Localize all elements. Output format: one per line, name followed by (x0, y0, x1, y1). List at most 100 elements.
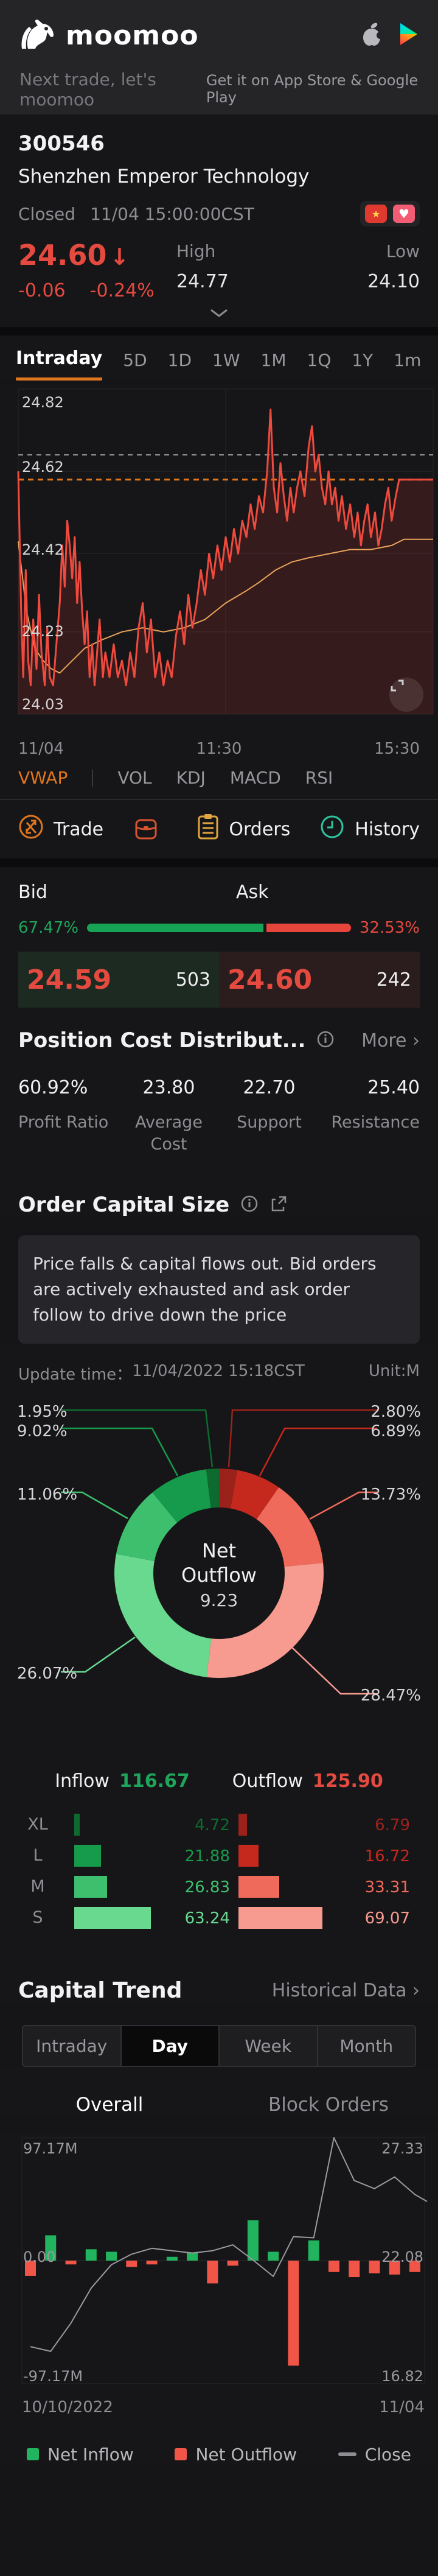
indicator-vol[interactable]: VOL (117, 768, 152, 788)
size-label: M (30, 1877, 45, 1897)
orders-button[interactable]: Orders (197, 813, 290, 845)
svg-text:Net: Net (202, 1539, 236, 1562)
inflow-bar (74, 1844, 101, 1867)
outflow-bar (238, 1906, 322, 1929)
bid-price: 24.59 (27, 964, 112, 995)
net-outflow-swatch (175, 2448, 187, 2461)
ask-volume: 242 (376, 969, 411, 991)
capital-trend-chart[interactable]: 97.17M 27.33 0.00 22.08 -97.17M 16.82 (0, 2131, 438, 2395)
trend-tab-month[interactable]: Month (339, 2035, 394, 2056)
tab-1w[interactable]: 1W (212, 349, 240, 370)
capital-trend-title: Capital Trend (18, 1978, 182, 2003)
x-label-open: 11/04 (18, 740, 64, 758)
indicator-kdj[interactable]: KDJ (176, 768, 206, 788)
historical-data-link[interactable]: Historical Data › (271, 1979, 420, 2001)
tab-5d[interactable]: 5D (123, 349, 147, 370)
tab-1min[interactable]: 1m (394, 349, 422, 370)
inflow-bar (74, 1813, 80, 1836)
outflow-bar (238, 1875, 279, 1898)
low-label: Low (386, 241, 420, 261)
expand-quote-chevron[interactable] (18, 301, 420, 323)
trade-button[interactable]: Trade (18, 814, 134, 844)
tab-intraday[interactable]: Intraday (16, 348, 103, 381)
inflow-label: Inflow (55, 1770, 109, 1792)
outflow-value: 69.07 (364, 1909, 410, 1928)
intraday-chart[interactable]: 24.820.64% 24.62-0.15% 24.42-0.95% 24.23… (0, 384, 438, 737)
bid-header: Bid (18, 882, 47, 903)
donut-label-13-73: 13.73% (360, 1485, 421, 1504)
trend-period-tabs: Intraday Day Week Month (22, 2024, 416, 2067)
app-banner: moomoo (0, 0, 438, 114)
trend-x-axis: 10/10/2022 11/04 (0, 2394, 438, 2416)
donut-label-11-06: 11.06% (17, 1485, 78, 1504)
fullscreen-chart-button[interactable] (389, 678, 423, 712)
order-size-row: M 26.83 33.31 (18, 1875, 420, 1898)
share-icon[interactable] (269, 1195, 288, 1215)
google-play-icon[interactable] (399, 23, 419, 47)
stock-code: 300546 (18, 132, 105, 156)
outflow-value: 33.31 (364, 1878, 410, 1897)
outflow-bar (238, 1844, 259, 1867)
ask-ratio-pct: 32.53% (359, 919, 420, 937)
indicator-tabs: VWAP VOL KDJ MACD RSI (0, 758, 438, 799)
tab-1m-month[interactable]: 1M (260, 349, 287, 370)
moomoo-logo[interactable]: moomoo (19, 18, 199, 52)
briefcase-icon[interactable] (134, 815, 158, 843)
indicator-rsi[interactable]: RSI (305, 768, 333, 788)
position-cost-info-icon[interactable] (316, 1030, 335, 1051)
bid-ask-ratio-bar (87, 924, 351, 932)
x-label-close: 15:30 (374, 740, 420, 758)
indicator-vwap[interactable]: VWAP (18, 768, 68, 788)
y-price-label: 24.42 (22, 541, 64, 558)
trend-tab-day[interactable]: Day (121, 2026, 220, 2066)
subtab-block-orders[interactable]: Block Orders (268, 2093, 389, 2116)
history-clock-icon (319, 814, 345, 844)
inflow-value: 26.83 (184, 1878, 230, 1897)
update-time-label: Update time： (18, 1365, 133, 1384)
outflow-bar (238, 1813, 247, 1836)
resistance-value: 25.40 (367, 1077, 420, 1098)
ask-quote-block[interactable]: 24.60 242 (219, 952, 420, 1008)
position-cost-more-link[interactable]: More › (361, 1030, 420, 1051)
donut-label-6-89: 6.89% (370, 1422, 421, 1441)
price-down-arrow-icon: ↓ (109, 244, 130, 270)
position-cost-title: Position Cost Distribut... (18, 1028, 306, 1053)
svg-text:Outflow: Outflow (181, 1563, 257, 1587)
close-line-swatch (338, 2452, 356, 2457)
outflow-label: Outflow (232, 1770, 303, 1792)
trend-y-bottom-right: 16.82 (381, 2367, 423, 2385)
bid-volume: 503 (175, 969, 210, 991)
donut-label-26-07: 26.07% (17, 1664, 78, 1683)
price-change-pct: -0.24% (89, 280, 155, 301)
indicator-separator (92, 769, 94, 787)
tab-1d[interactable]: 1D (167, 349, 192, 370)
profit-ratio-value: 60.92% (18, 1077, 88, 1098)
market-status: Closed (18, 203, 76, 224)
history-label: History (355, 818, 420, 840)
intraday-x-axis: 11/04 11:30 15:30 (0, 737, 438, 758)
trade-label: Trade (54, 818, 104, 840)
subtab-overall[interactable]: Overall (75, 2093, 144, 2116)
china-flag-icon: ★ (365, 205, 387, 223)
tab-1y[interactable]: 1Y (352, 349, 374, 370)
trend-sub-tabs: Overall Block Orders (0, 2066, 438, 2116)
donut-label-28-47: 28.47% (360, 1686, 421, 1705)
banner-tagline: Next trade, let's moomoo (19, 69, 156, 110)
apple-appstore-icon[interactable] (361, 22, 384, 49)
size-label: S (32, 1908, 43, 1928)
orders-clipboard-icon (197, 813, 219, 845)
high-value: 24.77 (176, 271, 229, 292)
history-button[interactable]: History (319, 814, 420, 844)
tab-1q[interactable]: 1Q (307, 349, 332, 370)
unit-label: Unit:M (368, 1361, 420, 1380)
bid-quote-block[interactable]: 24.59 503 (18, 952, 219, 1008)
inflow-bar (74, 1906, 151, 1929)
stock-name: Shenzhen Emperor Technology (18, 166, 310, 188)
favorite-heart-icon[interactable]: ♥ (393, 205, 415, 223)
intraday-chart-svg (17, 388, 434, 715)
trend-tab-intraday[interactable]: Intraday (23, 2026, 122, 2066)
inflow-bar (74, 1875, 107, 1898)
indicator-macd[interactable]: MACD (229, 768, 281, 788)
order-capital-info-icon[interactable] (240, 1195, 259, 1215)
trend-tab-week[interactable]: Week (220, 2026, 318, 2066)
